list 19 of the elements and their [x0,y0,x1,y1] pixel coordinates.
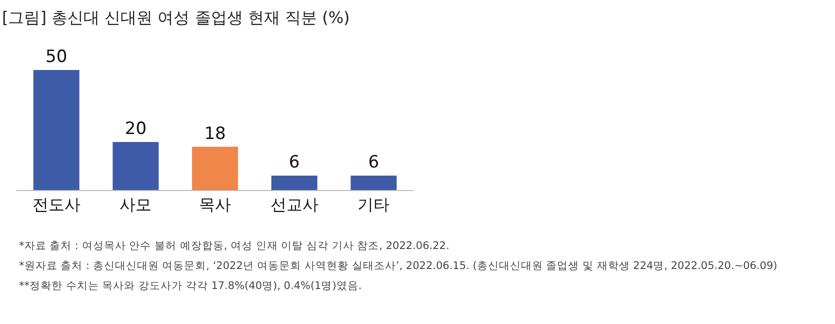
bar [112,142,159,190]
bar [33,70,80,190]
data-label: 6 [288,152,300,173]
x-tick-label: 선교사 [270,195,318,214]
x-tick-label: 사모 [120,195,152,214]
bar [271,176,318,190]
x-tick-label: 기타 [358,195,390,214]
text: *자료 출처 : 여성목사 안수 불허 예장합동, 여성 인재 이탈 심각 기사 참조, 2022.06.22. [19,240,450,252]
data-label: 6 [368,152,380,173]
bar [192,146,238,190]
data-label: 18 [204,124,226,144]
data-label: 50 [46,47,68,67]
text: **정확한 수치는 목사와 강도사가 각각 17.8%(40명), 0.4%(1명)였음. [19,280,362,292]
x-tick-label: 목사 [199,195,232,214]
chart-title: [그림] 총신대 신대원 여성 졸업생 현재 직분 (%) [2,8,350,27]
bar [350,176,397,190]
text: *원자료 출처 : 총신대신대원 여동문회, ‘2022년 여동문회 사역현황 실태조사’, 2022.06.15. (총신대신대원 졸업생 및 재학생 224명, 2022.05.20.~06.09) [19,260,778,272]
data-label: 20 [124,119,147,139]
x-tick-label: 전도사 [32,195,80,214]
